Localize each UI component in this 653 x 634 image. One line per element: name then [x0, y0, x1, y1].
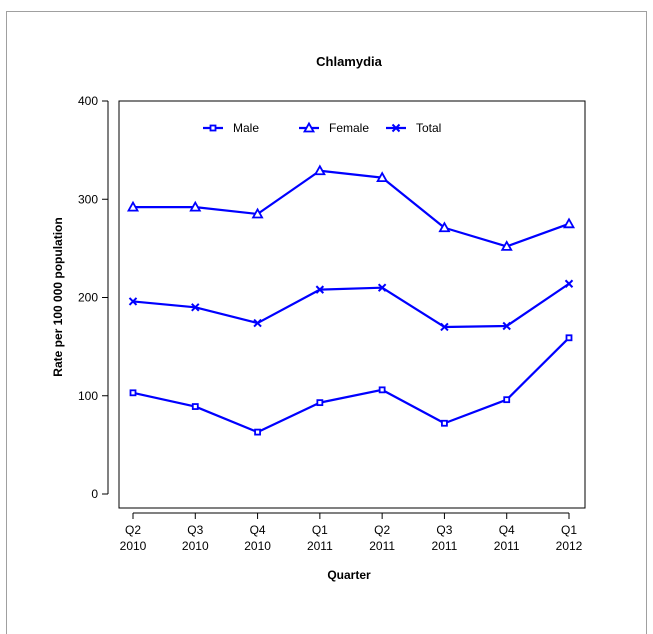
- x-tick-label-year: 2010: [182, 539, 209, 553]
- data-point-male: [191, 403, 199, 410]
- legend-item-male: Male: [203, 121, 259, 135]
- series-male: [129, 334, 573, 436]
- x-tick-label-quarter: Q1: [312, 523, 328, 537]
- data-point-female: [313, 164, 326, 176]
- data-point-total: [253, 318, 262, 328]
- data-point-total: [315, 285, 325, 294]
- legend-label-male: Male: [233, 121, 259, 135]
- y-tick-label: 0: [91, 487, 98, 501]
- x-tick-label-year: 2012: [556, 539, 583, 553]
- x-tick-label-quarter: Q4: [499, 523, 515, 537]
- chart-title: Chlamydia: [316, 54, 383, 69]
- x-tick-label-year: 2011: [494, 539, 520, 553]
- legend-label-total: Total: [416, 121, 441, 135]
- y-tick-label: 300: [78, 192, 98, 206]
- series-line-female: [133, 169, 570, 248]
- x-tick-label-quarter: Q1: [561, 523, 577, 537]
- legend-marker-total: [391, 123, 401, 133]
- data-point-female: [376, 171, 389, 183]
- x-tick-label-quarter: Q3: [436, 523, 452, 537]
- data-point-female: [251, 207, 264, 219]
- data-point-female: [189, 200, 202, 212]
- legend-label-female: Female: [329, 121, 369, 135]
- data-point-total: [564, 279, 574, 288]
- x-tick-label-year: 2011: [307, 539, 333, 553]
- legend-marker-female: [302, 121, 316, 133]
- plot-area-border: [118, 100, 586, 509]
- series-female: [126, 164, 576, 251]
- data-point-total: [377, 283, 387, 292]
- data-point-male: [503, 396, 511, 404]
- chart-frame: [6, 11, 647, 634]
- series-total: [128, 279, 574, 332]
- x-tick-label-year: 2010: [244, 539, 271, 553]
- x-tick-label-quarter: Q2: [374, 523, 390, 537]
- data-point-total: [502, 321, 511, 331]
- data-point-male: [254, 428, 261, 436]
- data-point-total: [128, 297, 138, 306]
- data-point-female: [500, 240, 513, 251]
- data-point-male: [565, 334, 573, 342]
- data-point-male: [129, 389, 137, 397]
- x-tick-label-quarter: Q3: [187, 523, 203, 537]
- legend-item-total: Total: [386, 121, 441, 135]
- x-tick-label-quarter: Q4: [250, 523, 266, 537]
- x-tick-label-year: 2011: [432, 539, 458, 553]
- x-tick-label-year: 2011: [369, 539, 395, 553]
- y-tick-label: 400: [78, 94, 98, 108]
- legend-marker-male: [209, 124, 217, 132]
- data-point-female: [438, 221, 451, 233]
- data-point-male: [378, 386, 386, 394]
- data-point-female: [562, 217, 576, 229]
- axes: 0 100 200 300 400 Q2 2010 Q3 2010 Q4 2010 Q1 2011 Q2 2…: [78, 94, 583, 553]
- data-point-total: [440, 322, 449, 332]
- series-line-male: [132, 337, 570, 434]
- x-tick-label-year: 2010: [120, 539, 147, 553]
- data-point-female: [126, 200, 140, 212]
- y-tick-label: 100: [78, 389, 98, 403]
- series-line-total: [132, 282, 570, 329]
- y-tick-label: 200: [78, 291, 98, 305]
- data-point-male: [316, 399, 324, 407]
- series-layer: [126, 164, 576, 436]
- x-axis-label: Quarter: [327, 568, 371, 582]
- data-point-total: [191, 303, 200, 312]
- legend: Male Female Total: [203, 121, 441, 135]
- data-point-male: [441, 419, 448, 427]
- y-axis-label: Rate per 100 000 population: [51, 217, 65, 376]
- x-tick-label-quarter: Q2: [125, 523, 141, 537]
- legend-item-female: Female: [299, 121, 369, 135]
